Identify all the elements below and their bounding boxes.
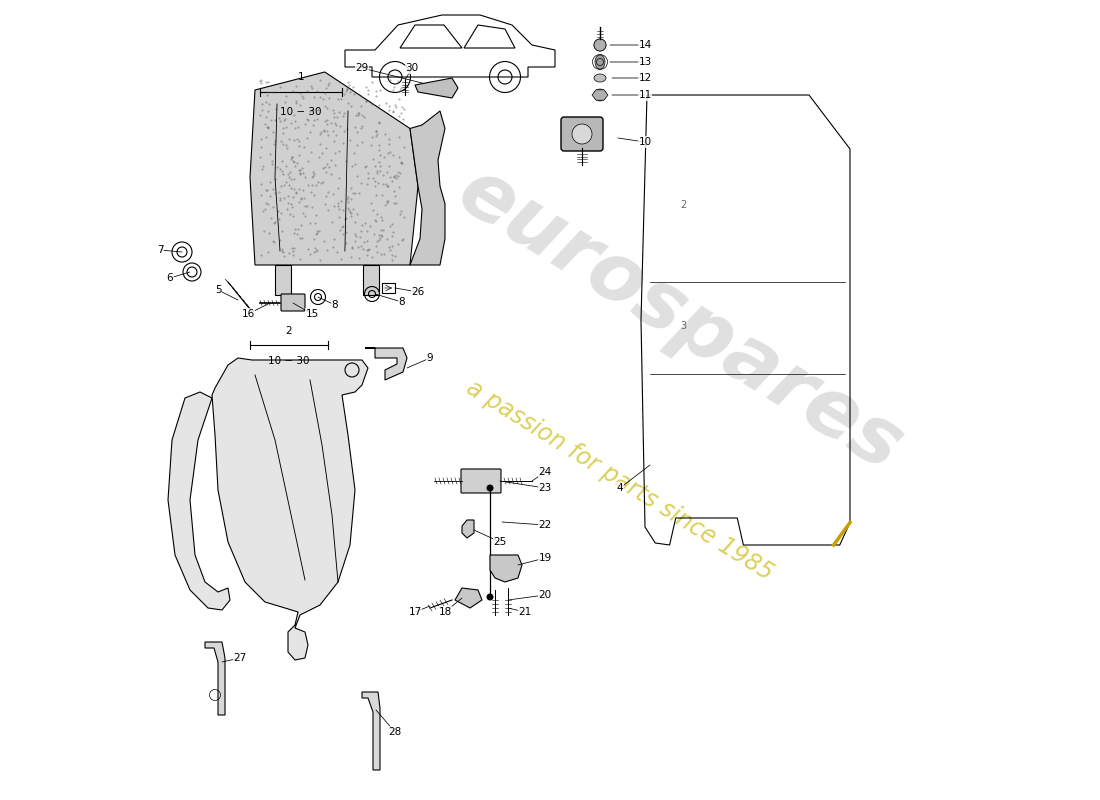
Text: 22: 22 bbox=[538, 520, 551, 530]
Text: 7: 7 bbox=[156, 245, 163, 255]
Text: 9: 9 bbox=[427, 353, 433, 363]
Text: 26: 26 bbox=[411, 287, 425, 297]
FancyBboxPatch shape bbox=[280, 294, 305, 311]
Text: 2: 2 bbox=[680, 199, 686, 210]
Text: 14: 14 bbox=[638, 40, 651, 50]
Text: 12: 12 bbox=[638, 73, 651, 83]
Ellipse shape bbox=[594, 89, 606, 101]
Text: 8: 8 bbox=[332, 300, 339, 310]
Text: 17: 17 bbox=[408, 607, 421, 617]
FancyBboxPatch shape bbox=[461, 469, 500, 493]
Text: 10 − 30: 10 − 30 bbox=[268, 356, 310, 366]
Text: 23: 23 bbox=[538, 483, 551, 493]
Text: 27: 27 bbox=[233, 653, 246, 663]
Text: 16: 16 bbox=[241, 309, 254, 319]
Text: 3: 3 bbox=[680, 321, 686, 331]
Circle shape bbox=[486, 485, 494, 491]
Polygon shape bbox=[490, 555, 522, 582]
Text: 15: 15 bbox=[306, 309, 319, 319]
Polygon shape bbox=[205, 642, 225, 715]
Text: eurospares: eurospares bbox=[443, 152, 916, 488]
Circle shape bbox=[486, 594, 494, 601]
Text: 28: 28 bbox=[388, 727, 401, 737]
Ellipse shape bbox=[595, 55, 605, 69]
Text: 2: 2 bbox=[286, 326, 293, 336]
Polygon shape bbox=[363, 265, 379, 295]
Polygon shape bbox=[455, 588, 482, 608]
Polygon shape bbox=[362, 692, 380, 770]
Text: 6: 6 bbox=[167, 273, 174, 283]
Polygon shape bbox=[365, 348, 407, 380]
Polygon shape bbox=[250, 72, 418, 265]
Text: a passion for parts since 1985: a passion for parts since 1985 bbox=[462, 375, 778, 585]
Text: 10: 10 bbox=[638, 137, 651, 147]
Text: 24: 24 bbox=[538, 467, 551, 477]
Text: 5: 5 bbox=[214, 285, 221, 295]
Text: 20: 20 bbox=[538, 590, 551, 600]
Text: 4: 4 bbox=[617, 483, 624, 493]
Polygon shape bbox=[212, 358, 368, 660]
Polygon shape bbox=[168, 392, 230, 610]
Polygon shape bbox=[275, 265, 292, 295]
Ellipse shape bbox=[594, 39, 606, 51]
Text: 25: 25 bbox=[494, 537, 507, 547]
Polygon shape bbox=[592, 90, 608, 100]
Ellipse shape bbox=[594, 74, 606, 82]
FancyBboxPatch shape bbox=[561, 117, 603, 151]
Polygon shape bbox=[462, 520, 474, 538]
Text: 21: 21 bbox=[518, 607, 531, 617]
Text: 13: 13 bbox=[638, 57, 651, 67]
Text: 11: 11 bbox=[638, 90, 651, 100]
Polygon shape bbox=[415, 78, 458, 98]
Text: 19: 19 bbox=[538, 553, 551, 563]
Text: 10 − 30: 10 − 30 bbox=[280, 107, 321, 117]
Circle shape bbox=[572, 124, 592, 144]
Text: 30: 30 bbox=[406, 63, 419, 73]
Text: 8: 8 bbox=[398, 297, 405, 307]
Polygon shape bbox=[410, 111, 446, 265]
Text: 29: 29 bbox=[355, 63, 368, 73]
Circle shape bbox=[594, 39, 606, 51]
Text: 18: 18 bbox=[439, 607, 452, 617]
Text: 1: 1 bbox=[298, 72, 305, 82]
